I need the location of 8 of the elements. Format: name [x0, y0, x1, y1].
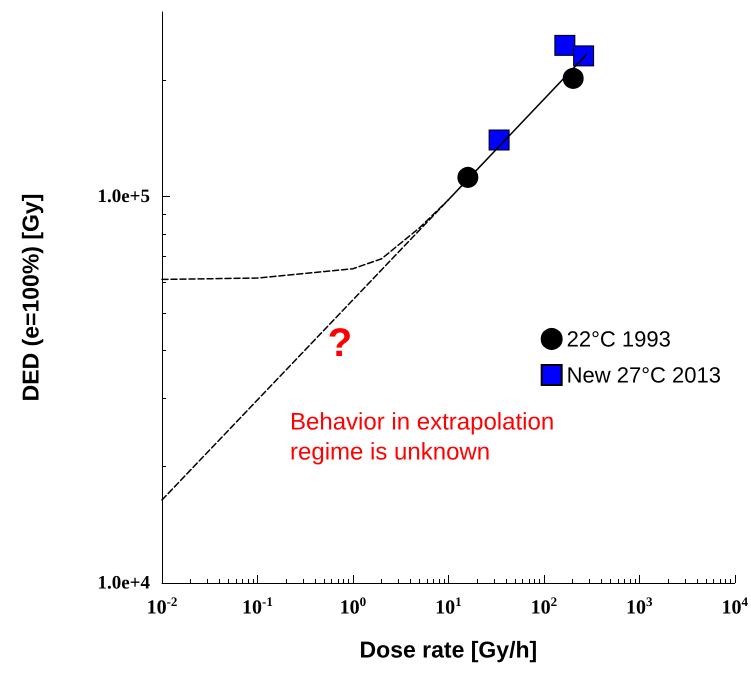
annotation: ?	[328, 321, 352, 365]
legend-label: 22°C 1993	[566, 326, 671, 352]
x-axis-title: Dose rate [Gy/h]	[360, 636, 538, 662]
y-tick-label: 1.0e+4	[97, 572, 150, 594]
y-axis-title: DED (e=100%) [Gy]	[18, 194, 44, 402]
legend-label: New 27°C 2013	[566, 362, 722, 388]
y-tick-label: 1.0e+5	[97, 186, 150, 207]
annotation: Behavior in extrapolation regime is unknown	[290, 408, 554, 466]
